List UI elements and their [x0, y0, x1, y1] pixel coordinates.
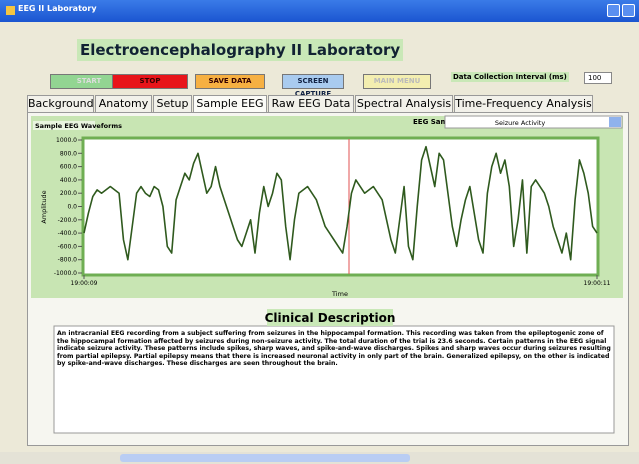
- tab[interactable]: Time-Frequency Analysis: [454, 95, 593, 113]
- x-tick-label: 19:00:09: [71, 280, 98, 287]
- app-header: Electroencephalography II Laboratory: [77, 39, 404, 61]
- samples-label: EEG Samples: [413, 118, 464, 126]
- y-tick-label: -400.0: [58, 230, 78, 237]
- clinical-title: Clinical Description: [265, 311, 396, 325]
- plot-area: [81, 136, 600, 277]
- interval-input[interactable]: 100: [584, 72, 612, 84]
- y-tick-label: 200.0: [60, 190, 77, 197]
- menu-button[interactable]: MAIN MENU: [363, 74, 431, 89]
- app-icon: [6, 6, 15, 15]
- y-tick-label: 1000.0: [56, 137, 77, 144]
- interval-label: Data Collection Interval (ms): [451, 72, 569, 82]
- chart-title-bg: [33, 121, 95, 130]
- eeg-line: [83, 145, 598, 261]
- y-tick-label: -600.0: [58, 243, 78, 250]
- chart-title: Sample EEG Waveforms: [35, 122, 122, 130]
- y-tick-label: 600.0: [60, 164, 77, 171]
- stop-button[interactable]: STOP: [112, 74, 188, 89]
- y-tick-label: 400.0: [60, 177, 77, 184]
- tab[interactable]: Anatomy: [95, 95, 152, 113]
- x-axis-label: Time: [331, 290, 348, 298]
- maximize[interactable]: [622, 4, 635, 17]
- minimize[interactable]: [607, 4, 620, 17]
- y-axis-label: Amplitude: [40, 190, 48, 223]
- title-bar: EEG II Laboratory: [0, 0, 639, 22]
- clinical-title-bg: [267, 309, 393, 326]
- scroll-thumb[interactable]: [120, 454, 410, 462]
- tab[interactable]: Background: [27, 95, 94, 113]
- y-tick-label: -200.0: [58, 217, 78, 224]
- dropdown-arrow[interactable]: [609, 117, 621, 127]
- save-button[interactable]: SAVE DATA: [195, 74, 265, 89]
- y-tick-label: 0.0: [67, 204, 77, 211]
- x-tick-label: 19:00:11: [584, 280, 611, 287]
- y-tick-label: 800.0: [60, 150, 77, 157]
- samples-value: Seizure Activity: [495, 119, 546, 127]
- capture-button[interactable]: SCREEN CAPTURE: [282, 74, 344, 98]
- tab[interactable]: Spectral Analysis: [355, 95, 453, 113]
- tab-selected[interactable]: Sample EEG: [193, 95, 267, 113]
- tab[interactable]: Setup: [153, 95, 192, 113]
- description-text: An intracranial EEG recording from a sub…: [57, 330, 611, 368]
- description-box: [53, 325, 615, 434]
- window-title: EEG II Laboratory: [18, 4, 97, 13]
- y-tick-label: -1000.0: [54, 270, 77, 277]
- y-tick-label: -800.0: [58, 257, 78, 264]
- samples-dropdown[interactable]: [444, 115, 623, 129]
